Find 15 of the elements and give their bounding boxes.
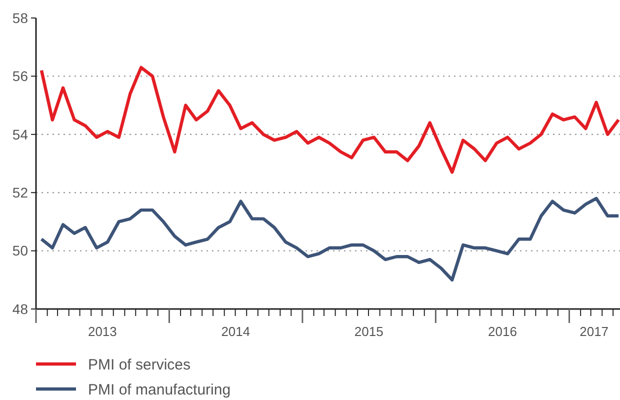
y-tick-label: 56: [12, 68, 28, 84]
x-tick-label: 2015: [354, 324, 384, 339]
x-tick-label: 2017: [580, 324, 609, 339]
line-series: [40, 196, 620, 282]
y-tick-label: 58: [12, 10, 28, 26]
legend-label: PMI of manufacturing: [88, 381, 231, 398]
x-tick-label: 2013: [88, 324, 117, 339]
y-tick-label: 52: [12, 184, 28, 200]
y-tick-label: 54: [12, 126, 28, 142]
legend-label: PMI of services: [88, 356, 191, 374]
x-tick-label: 2016: [488, 324, 517, 339]
x-tick-label: 2014: [221, 324, 250, 339]
y-tick-label: 48: [12, 300, 28, 317]
y-tick-label: 50: [12, 242, 28, 259]
line-series: [40, 66, 620, 174]
